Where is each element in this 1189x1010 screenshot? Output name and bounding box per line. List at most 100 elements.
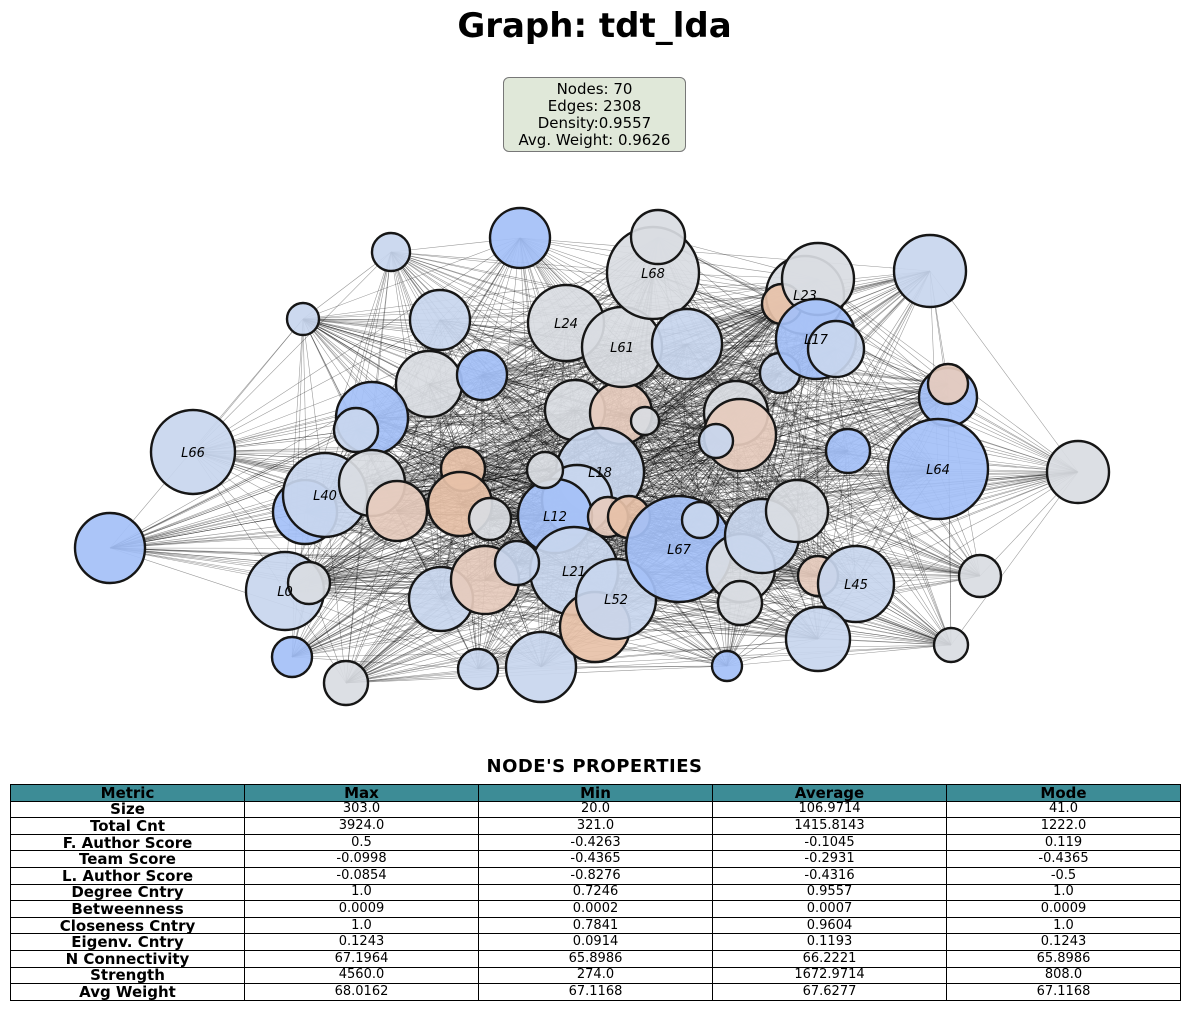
metric-value-cell: -0.0854 — [244, 866, 479, 885]
graph-edge — [481, 374, 518, 564]
graph-edge — [284, 278, 819, 592]
graph-edge — [950, 471, 1079, 646]
graph-edge — [192, 251, 392, 453]
metric-value-cell: -0.8276 — [478, 866, 713, 885]
graph-edge — [291, 518, 491, 658]
graph-edge — [109, 417, 373, 549]
metric-value-cell: 67.1168 — [478, 983, 713, 1001]
metric-value-cell: 0.1243 — [244, 933, 479, 951]
metric-name-cell: Degree Cntry — [10, 883, 245, 902]
graph-edge — [439, 319, 849, 452]
graph-edge — [109, 547, 518, 564]
metric-value-cell: -0.5 — [946, 866, 1181, 885]
table-header-row: Metric Max Min Average Mode — [10, 784, 1181, 802]
graph-node — [365, 479, 429, 543]
graph-node — [816, 544, 896, 624]
graph-edge — [779, 372, 952, 646]
graph-edge — [192, 372, 781, 453]
metric-name-cell: Avg Weight — [10, 983, 245, 1001]
graph-edge — [371, 396, 949, 419]
metric-value-cell: 0.0009 — [946, 900, 1181, 918]
graph-edge — [481, 374, 949, 385]
graph-node — [493, 539, 541, 587]
graph-edge — [109, 547, 596, 628]
graph-edge — [644, 396, 949, 422]
graph-edge — [192, 237, 521, 453]
graph-node — [73, 511, 147, 585]
node-label: L45 — [844, 578, 868, 593]
graph-edge — [345, 638, 819, 684]
metric-value-cell: 0.1193 — [712, 933, 947, 951]
graph-edge — [291, 412, 737, 658]
table-row: L. Author Score -0.0854 -0.8276 -0.4316 -0.5 — [10, 866, 1181, 885]
metric-name-cell: Eigenv. Cntry — [10, 933, 245, 951]
graph-node — [488, 206, 552, 270]
graph-edge — [371, 322, 567, 484]
graph-edge — [308, 582, 479, 670]
node-label: L40 — [313, 489, 337, 504]
table-row: Betweenness 0.0009 0.0002 0.0007 0.0009 — [10, 900, 1181, 918]
metric-value-cell: 67.1964 — [244, 949, 479, 968]
graph-edge — [302, 318, 737, 414]
table-row: Team Score -0.0998 -0.4365 -0.2931 -0.4365 — [10, 850, 1181, 868]
node-label: L24 — [554, 317, 578, 332]
table-body: Size 303.0 20.0 106.9714 41.0 Total Cnt 3924.0… — [10, 800, 1181, 1001]
metric-value-cell: 0.5 — [244, 833, 479, 852]
graph-edge — [715, 440, 952, 646]
graph-edge — [657, 236, 1079, 473]
metric-name-cell: Strength — [10, 966, 245, 985]
graph-edge — [929, 270, 1079, 473]
metric-name-cell: N Connectivity — [10, 949, 245, 968]
graph-node — [149, 408, 237, 496]
graph-edge — [371, 278, 819, 484]
table-row: Avg Weight 68.0162 67.1168 67.6277 67.1168 — [10, 983, 1181, 1001]
table-header-cell: Metric — [10, 784, 245, 802]
graph-edge — [396, 322, 567, 512]
graph-node — [285, 301, 321, 337]
graph-node — [322, 659, 370, 707]
graph-edge — [652, 272, 1079, 473]
metric-value-cell: 67.6277 — [712, 983, 947, 1001]
metric-name-cell: Closeness Cntry — [10, 916, 245, 935]
node-label: L66 — [181, 446, 205, 461]
graph-node — [370, 231, 412, 273]
graph-node — [806, 319, 866, 379]
node-label: L18 — [588, 466, 612, 481]
metric-name-cell: F. Author Score — [10, 833, 245, 852]
metric-value-cell: 1.0 — [946, 883, 1181, 902]
graph-edge — [739, 434, 981, 577]
graph-edge — [345, 237, 521, 684]
graph-edge — [308, 440, 717, 584]
metric-value-cell: 65.8986 — [478, 949, 713, 968]
table-row: Closeness Cntry 1.0 0.7841 0.9604 1.0 — [10, 916, 1181, 935]
graph-node — [764, 478, 830, 544]
graph-edge — [371, 346, 623, 484]
graph-edge — [594, 626, 952, 646]
label-layer: L0 L12 L17 L18 L21 L23 L24 L40 L45 L52 L61 L64 L66 L6… — [181, 267, 950, 608]
node-label: L21 — [562, 565, 586, 580]
chart-title: Graph: tdt_lda — [457, 6, 732, 46]
graph-node — [332, 406, 380, 454]
graph-edge — [607, 270, 931, 518]
stat-density: Density:0.9557 — [537, 114, 652, 132]
graph-edge — [739, 434, 952, 646]
graph-edge — [477, 278, 819, 670]
graph-stats-box: Nodes: 70 Edges: 2308 Density:0.9557 Avg… — [503, 77, 686, 152]
graph-edge — [779, 372, 819, 577]
metric-value-cell: 0.0007 — [712, 900, 947, 918]
metric-value-cell: 0.1243 — [946, 933, 1181, 951]
table-row: Degree Cntry 1.0 0.7246 0.9557 1.0 — [10, 883, 1181, 902]
graph-edge — [519, 237, 931, 272]
metric-name-cell: Betweenness — [10, 900, 245, 918]
graph-edge — [739, 471, 1079, 604]
graph-edge — [371, 272, 654, 484]
metric-value-cell: 68.0162 — [244, 983, 479, 1001]
table-header-cell: Mode — [946, 784, 1181, 802]
table-row: Eigenv. Cntry 0.1243 0.0914 0.1193 0.1243 — [10, 933, 1181, 951]
stat-avg-weight: Avg. Weight: 0.9626 — [518, 131, 671, 149]
graph-edge — [291, 322, 567, 658]
graph-edge — [628, 383, 949, 518]
properties-table: Metric Max Min Average Mode Size 303.0 20.0 106… — [10, 784, 1181, 1001]
metric-value-cell: 1.0 — [946, 916, 1181, 935]
table-header-cell: Min — [478, 784, 713, 802]
